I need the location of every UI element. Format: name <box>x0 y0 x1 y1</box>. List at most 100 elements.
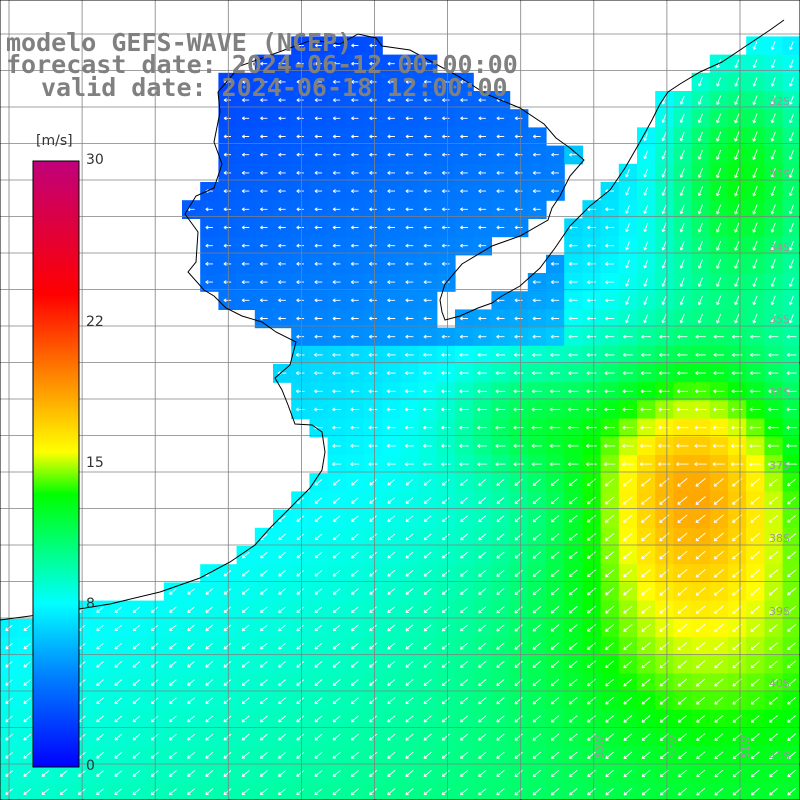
wind-arrow <box>132 606 141 613</box>
wind-arrow <box>695 514 706 524</box>
wind-arrow <box>459 624 469 632</box>
wind-arrow <box>531 371 542 376</box>
wind-arrow <box>314 61 322 66</box>
wind-arrow <box>752 113 758 124</box>
wind-arrow <box>568 551 578 559</box>
wind-arrow <box>296 733 305 741</box>
wind-arrow <box>643 150 649 160</box>
wind-arrow <box>714 660 724 669</box>
wind-arrow <box>658 462 671 467</box>
wind-arrow <box>350 225 359 230</box>
wind-arrow <box>132 642 141 650</box>
wind-arrow <box>514 207 523 212</box>
wind-arrow <box>278 570 286 577</box>
latitude-label: 40S <box>769 677 790 691</box>
wind-arrow <box>550 551 560 559</box>
wind-arrow <box>387 533 396 541</box>
wind-arrow <box>314 134 323 139</box>
wind-arrow <box>679 241 685 251</box>
wind-arrow <box>714 751 724 760</box>
wind-arrow <box>604 478 615 487</box>
wind-arrow <box>332 479 341 486</box>
wind-arrow <box>478 660 487 668</box>
wind-arrow <box>278 152 286 157</box>
wind-arrow <box>694 407 707 412</box>
wind-arrow <box>679 131 685 142</box>
wind-arrow <box>223 642 232 650</box>
wind-arrow <box>496 478 505 486</box>
wind-arrow <box>714 769 724 778</box>
wind-arrow <box>187 697 195 705</box>
wind-arrow <box>350 679 359 686</box>
wind-arrow <box>641 514 651 523</box>
wind-arrow <box>787 788 796 796</box>
wind-arrow <box>296 788 305 796</box>
wind-arrow <box>369 189 377 194</box>
wind-arrow <box>278 280 286 285</box>
wind-arrow <box>495 443 506 448</box>
wind-arrow <box>295 407 305 412</box>
wind-arrow <box>241 606 250 614</box>
wind-arrow <box>549 407 561 412</box>
wind-arrow <box>259 770 268 777</box>
wind-arrow <box>350 407 360 412</box>
wind-arrow <box>768 389 779 394</box>
wind-arrow <box>441 788 450 796</box>
wind-arrow <box>731 352 743 357</box>
wind-arrow <box>734 149 740 160</box>
wind-arrow <box>423 389 433 394</box>
wind-arrow <box>549 462 561 467</box>
wind-arrow <box>679 313 685 324</box>
wind-arrow <box>549 389 561 394</box>
wind-arrow <box>713 352 724 357</box>
wind-arrow <box>568 587 578 596</box>
wind-arrow <box>369 243 377 248</box>
wind-arrow <box>332 152 341 157</box>
wind-arrow <box>405 207 414 212</box>
coastline <box>0 19 785 621</box>
wind-arrow <box>278 116 286 121</box>
wind-arrow <box>658 443 671 448</box>
wind-arrow <box>241 261 250 266</box>
wind-arrow <box>696 733 706 741</box>
wind-arrow <box>423 261 432 266</box>
wind-arrow <box>550 352 560 357</box>
wind-arrow <box>478 98 486 103</box>
wind-arrow <box>405 261 414 266</box>
wind-arrow <box>623 660 633 669</box>
wind-arrow <box>278 697 286 705</box>
wind-arrow <box>187 751 195 759</box>
wind-arrow <box>369 642 377 650</box>
wind-arrow <box>441 606 450 614</box>
wind-arrow <box>405 733 414 741</box>
wind-arrow <box>332 770 341 777</box>
longitude-label: 52W <box>668 735 679 758</box>
wind-arrow <box>514 733 523 741</box>
wind-arrow <box>114 733 123 741</box>
wind-arrow <box>532 733 542 741</box>
wind-arrow <box>405 570 414 577</box>
wind-arrow <box>622 407 634 412</box>
wind-arrow <box>168 788 177 796</box>
wind-arrow <box>460 116 468 121</box>
wind-arrow <box>697 313 703 324</box>
wind-arrow <box>459 443 469 448</box>
wind-arrow <box>423 225 432 230</box>
wind-arrow <box>187 661 195 668</box>
wind-arrow <box>296 207 304 212</box>
wind-arrow <box>749 407 761 412</box>
wind-arrow <box>770 77 776 87</box>
wind-arrow <box>441 261 450 266</box>
wind-arrow <box>205 207 213 212</box>
wind-arrow <box>405 134 414 139</box>
wind-arrow <box>260 61 268 66</box>
wind-arrow <box>405 479 414 486</box>
wind-arrow <box>752 259 758 269</box>
wind-arrow <box>514 497 523 505</box>
wind-arrow <box>625 205 630 214</box>
wind-arrow <box>550 316 560 321</box>
wind-arrow <box>752 77 758 87</box>
wind-arrow <box>314 624 323 632</box>
wind-arrow <box>514 478 523 486</box>
wind-arrow <box>641 696 651 705</box>
